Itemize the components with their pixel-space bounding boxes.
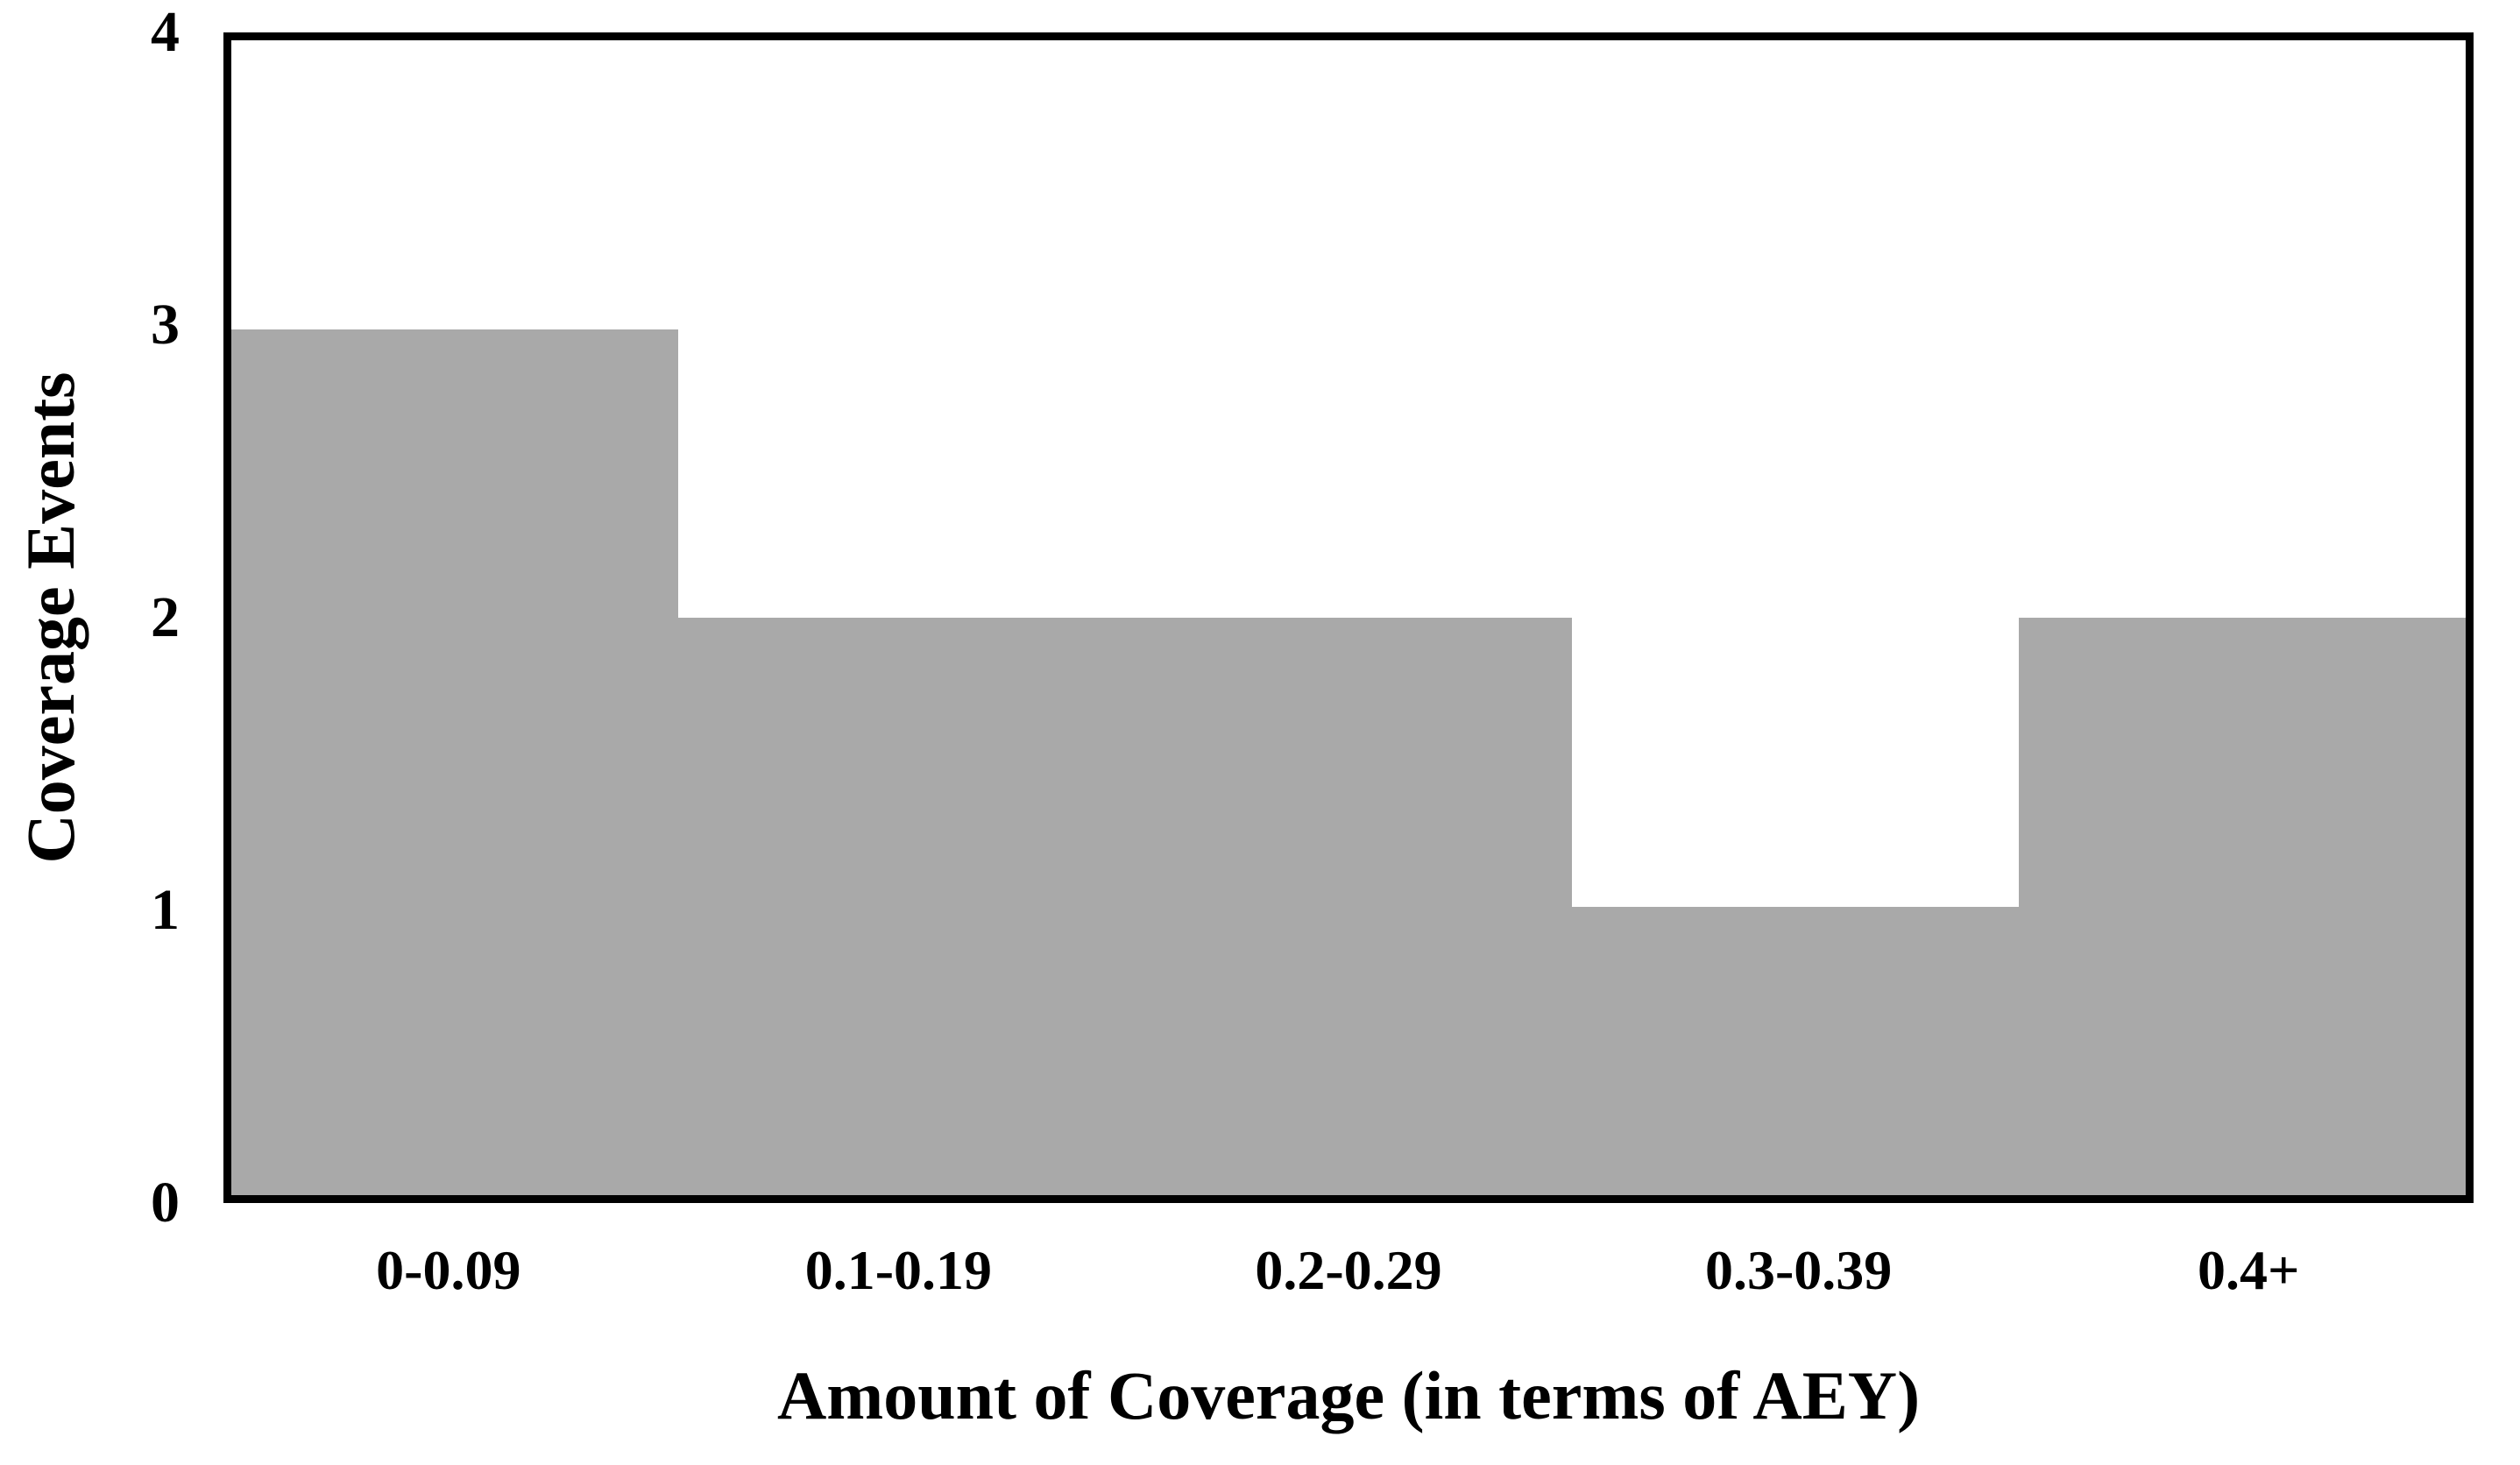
x-tick-0.4+: 0.4+ <box>2197 1239 2300 1301</box>
y-tick-2: 2 <box>151 585 180 649</box>
y-tick-1: 1 <box>151 878 180 942</box>
y-tick-0: 0 <box>151 1171 180 1235</box>
x-tick-0.2-0.29: 0.2-0.29 <box>1255 1239 1442 1301</box>
bar-0.2-0.29 <box>1125 618 1572 1195</box>
plot-area <box>223 32 2474 1203</box>
x-axis-tick-labels: 0-0.09 0.1-0.19 0.2-0.29 0.3-0.39 0.4+ <box>223 1242 2474 1313</box>
y-tick-3: 3 <box>151 293 180 357</box>
x-axis-title: Amount of Coverage (in terms of AEY) <box>776 1357 1921 1433</box>
x-tick-0-0.09: 0-0.09 <box>376 1239 521 1301</box>
x-tick-0.1-0.19: 0.1-0.19 <box>804 1239 993 1301</box>
bar-series <box>231 40 2466 1195</box>
bar-0-0.09 <box>231 329 678 1195</box>
bar-0.4+ <box>2019 618 2466 1195</box>
bar-0.1-0.19 <box>678 618 1125 1195</box>
y-tick-4: 4 <box>151 0 180 64</box>
x-tick-0.3-0.39: 0.3-0.39 <box>1704 1239 1893 1301</box>
bar-0.3-0.39 <box>1572 906 2019 1195</box>
